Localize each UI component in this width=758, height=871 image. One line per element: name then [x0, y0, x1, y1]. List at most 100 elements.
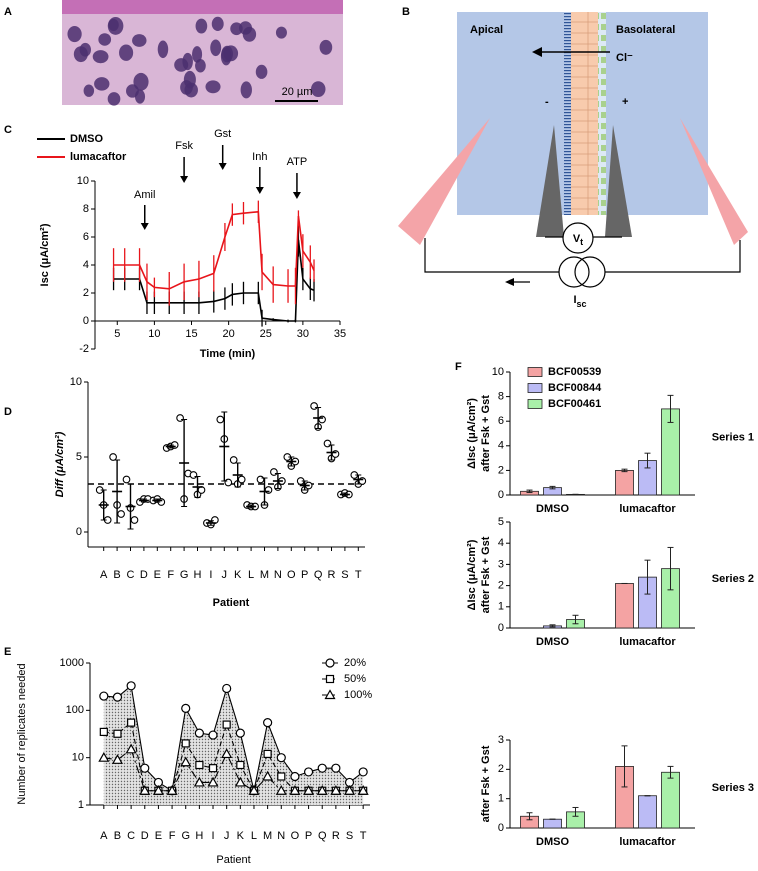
legend-swatch — [527, 367, 543, 377]
voltage-label: Vt — [573, 233, 583, 247]
series-annotation: Series 3 — [712, 782, 754, 794]
y-tick-label: 6 — [498, 415, 504, 427]
marker — [325, 674, 335, 684]
legend-label: BCF00461 — [548, 398, 601, 410]
marker — [289, 785, 301, 795]
marker — [208, 730, 218, 740]
x-tick-label: A — [100, 569, 108, 581]
panel-label: D — [4, 406, 12, 418]
x-tick-label: Q — [314, 569, 323, 581]
panel-label: A — [4, 6, 12, 18]
marker — [303, 785, 315, 795]
x-tick-label: 20 — [223, 328, 235, 340]
marker — [166, 785, 178, 795]
y-tick-label: 10 — [70, 376, 82, 388]
y-tick-label: 1 — [498, 601, 504, 613]
nucleus — [107, 92, 121, 106]
x-tick-label: E — [155, 830, 162, 842]
marker — [324, 689, 336, 700]
nucleus — [240, 81, 252, 99]
x-tick-label: E — [154, 569, 161, 581]
legend-label: 100% — [344, 689, 372, 701]
plus-label: + — [622, 96, 628, 108]
bar — [543, 818, 562, 829]
marker — [262, 770, 274, 781]
y-tick-label: 1 — [78, 799, 84, 811]
nucleus — [195, 18, 208, 34]
data-point — [216, 415, 225, 424]
x-tick-label: lumacaftor — [619, 503, 676, 515]
annotation: Gst — [214, 128, 231, 140]
legend-label: BCF00844 — [548, 382, 602, 394]
y-axis-label: after Fsk + Gst — [480, 745, 492, 822]
x-tick-label: O — [287, 569, 296, 581]
x-tick-label: R — [332, 830, 340, 842]
y-tick-label: 0 — [498, 822, 504, 834]
x-tick-label: T — [355, 569, 362, 581]
x-tick-label: A — [100, 830, 108, 842]
marker — [207, 776, 219, 787]
y-tick-label: 2 — [83, 287, 89, 299]
marker — [290, 771, 300, 782]
data-point — [229, 456, 238, 464]
marker — [152, 785, 164, 795]
marker — [330, 785, 342, 795]
nucleus — [94, 77, 110, 91]
annotation: ATP — [287, 156, 308, 168]
y-tick-label: 1000 — [60, 657, 84, 669]
y-axis-label: after Fsk + Gst — [480, 536, 492, 613]
series-line — [113, 210, 315, 290]
current-source — [558, 256, 590, 288]
nucleus — [79, 42, 91, 57]
data-point — [117, 510, 125, 518]
marker — [303, 767, 314, 777]
current-source — [574, 256, 606, 288]
apical-border — [62, 0, 343, 14]
y-tick-label: 1 — [498, 793, 504, 805]
x-tick-label: O — [291, 830, 300, 842]
nucleus — [157, 40, 169, 59]
x-tick-label: N — [274, 569, 282, 581]
nucleus — [242, 26, 257, 42]
y-tick-label: 0 — [83, 315, 89, 327]
marker — [181, 739, 190, 748]
marker — [222, 683, 232, 694]
marker — [140, 763, 150, 773]
nucleus — [67, 25, 82, 43]
nucleus — [119, 44, 134, 61]
x-axis-label: Patient — [213, 597, 250, 609]
x-tick-label: 10 — [148, 328, 160, 340]
data-point — [189, 471, 198, 479]
y-tick-label: 5 — [76, 451, 82, 463]
data-point — [264, 486, 273, 494]
marker — [263, 718, 273, 728]
x-tick-label: 5 — [114, 328, 120, 340]
x-tick-label: I — [211, 830, 214, 842]
marker — [194, 728, 204, 738]
current-symbol: I — [573, 294, 576, 306]
current-electrode — [680, 118, 748, 245]
nucleus — [210, 39, 222, 57]
legend-label: 20% — [344, 657, 366, 669]
x-tick-label: R — [328, 569, 336, 581]
marker — [127, 718, 136, 727]
data-point — [109, 453, 117, 461]
x-tick-label: lumacaftor — [619, 836, 676, 848]
marker — [139, 785, 151, 795]
y-axis-label: Diff (μA/cm²) — [54, 431, 66, 497]
x-tick-label: J — [222, 569, 228, 581]
data-point — [256, 475, 265, 484]
marker — [331, 763, 341, 773]
y-tick-label: 2 — [498, 580, 504, 592]
marker — [358, 767, 368, 777]
marker — [193, 776, 205, 787]
nucleus — [205, 80, 221, 94]
nucleus — [311, 81, 326, 98]
nucleus — [134, 89, 146, 104]
arrow-head — [505, 278, 514, 286]
data-point — [224, 478, 233, 487]
current-electrode — [398, 118, 490, 245]
nucleus — [230, 22, 243, 36]
basolateral-membrane — [598, 12, 606, 215]
